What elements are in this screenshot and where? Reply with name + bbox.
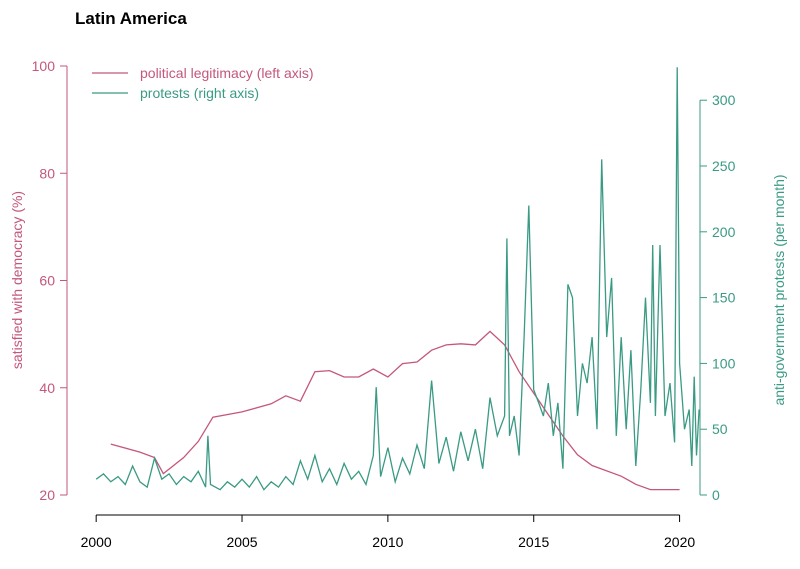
- series-line: [95, 67, 700, 491]
- y2-axis-label: anti-government protests (per month): [771, 174, 787, 405]
- legend-label: political legitimacy (left axis): [140, 65, 314, 81]
- y-tick-label: 40: [39, 380, 55, 396]
- x-tick-label: 2020: [664, 534, 695, 550]
- y2-tick-label: 250: [712, 158, 736, 174]
- y-tick-label: 80: [39, 165, 55, 181]
- chart-title: Latin America: [75, 9, 187, 28]
- y-tick-label: 100: [32, 58, 56, 74]
- y2-tick-label: 50: [712, 421, 728, 437]
- x-tick-label: 2000: [81, 534, 112, 550]
- y2-tick-label: 100: [712, 355, 736, 371]
- x-tick-label: 2010: [372, 534, 403, 550]
- legend-label: protests (right axis): [140, 85, 259, 101]
- y2-tick-label: 200: [712, 224, 736, 240]
- y2-tick-label: 150: [712, 290, 736, 306]
- x-tick-label: 2005: [226, 534, 257, 550]
- y-axis-label: satisfied with democracy (%): [9, 191, 25, 369]
- x-tick-label: 2015: [518, 534, 549, 550]
- series-line: [110, 330, 680, 491]
- y-tick-label: 20: [39, 487, 55, 503]
- y2-tick-label: 300: [712, 92, 736, 108]
- y2-tick-label: 0: [712, 487, 720, 503]
- y-tick-label: 60: [39, 273, 55, 289]
